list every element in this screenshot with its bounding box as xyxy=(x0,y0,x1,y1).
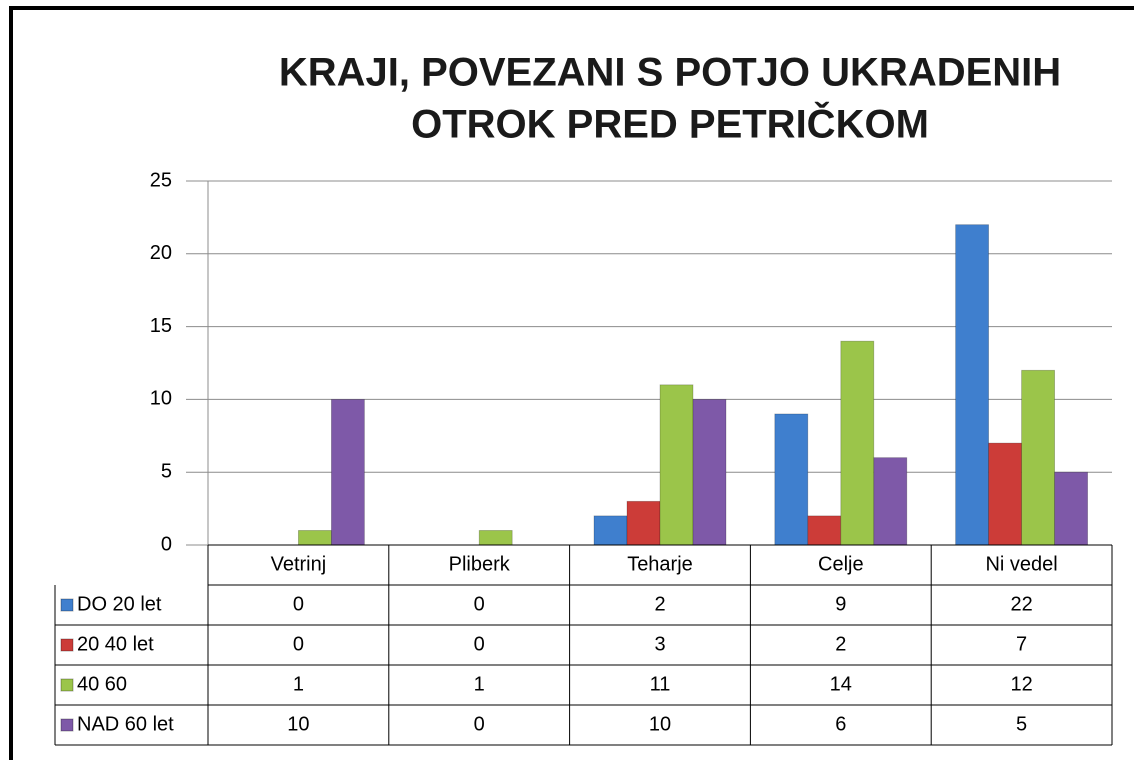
table-value: 0 xyxy=(293,593,304,615)
x-tick-label: Vetrinj xyxy=(271,553,327,575)
legend-key xyxy=(60,678,74,692)
bar xyxy=(659,384,694,546)
bar xyxy=(1054,471,1088,546)
y-tick-label: 10 xyxy=(150,388,172,410)
bar xyxy=(297,530,332,546)
x-tick-label: Teharje xyxy=(627,553,693,575)
x-tick-label: Ni vedel xyxy=(985,553,1057,575)
table-value: 0 xyxy=(293,633,304,655)
legend-label: DO 20 let xyxy=(77,593,162,615)
table-value: 14 xyxy=(830,673,852,695)
table-value: 9 xyxy=(835,593,846,615)
y-tick-label: 15 xyxy=(150,315,172,337)
legend-key xyxy=(60,718,74,732)
legend-key xyxy=(60,598,74,612)
bar xyxy=(626,500,661,546)
table-value: 0 xyxy=(474,713,485,735)
table-value: 12 xyxy=(1010,673,1032,695)
legend-key xyxy=(60,638,74,652)
bar xyxy=(873,457,908,546)
x-tick-label: Pliberk xyxy=(449,553,511,575)
table-value: 10 xyxy=(287,713,309,735)
table-value: 0 xyxy=(474,593,485,615)
table-value: 3 xyxy=(654,633,665,655)
legend-label: 40 60 xyxy=(77,673,127,695)
table-value: 5 xyxy=(1016,713,1027,735)
chart-title: KRAJI, POVEZANI S POTJO UKRADENIH xyxy=(279,51,1061,95)
table-value: 6 xyxy=(835,713,846,735)
legend-label: NAD 60 let xyxy=(77,713,174,735)
table-value: 11 xyxy=(650,673,671,695)
x-tick-label: Celje xyxy=(818,553,864,575)
bar xyxy=(330,398,365,546)
bar xyxy=(988,442,1022,546)
table-value: 1 xyxy=(293,673,304,695)
table-value: 0 xyxy=(474,633,485,655)
legend-label: 20 40 let xyxy=(77,633,154,655)
bar xyxy=(807,515,842,546)
bar xyxy=(478,530,513,546)
bar xyxy=(1021,369,1055,546)
y-tick-label: 20 xyxy=(150,242,172,264)
table-value: 2 xyxy=(654,593,665,615)
bar xyxy=(840,340,875,546)
table-value: 2 xyxy=(835,633,846,655)
bar xyxy=(774,413,809,546)
table-value: 22 xyxy=(1010,593,1032,615)
y-tick-label: 5 xyxy=(161,460,172,482)
table-value: 10 xyxy=(649,713,671,735)
y-tick-label: 0 xyxy=(161,533,172,555)
table-value: 7 xyxy=(1016,633,1027,655)
table-value: 1 xyxy=(474,673,485,695)
chart-title: OTROK PRED PETRIČKOM xyxy=(411,101,929,147)
bar xyxy=(593,515,628,546)
y-tick-label: 25 xyxy=(150,169,172,191)
bar xyxy=(692,398,727,546)
bar xyxy=(955,224,989,546)
